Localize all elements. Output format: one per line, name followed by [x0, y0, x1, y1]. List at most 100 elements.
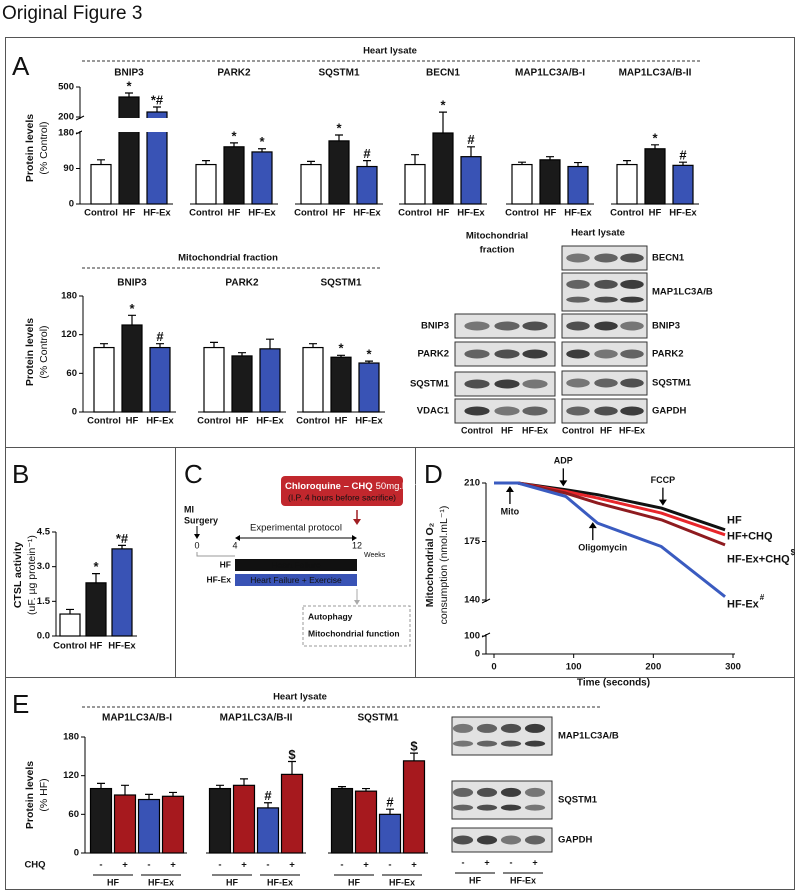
drug-note: (I.P. 4 hours before sacrifice): [288, 492, 396, 502]
timepoint: 12: [352, 540, 362, 550]
blot-row-label: BNIP3: [652, 321, 680, 332]
chart-title: MAP1LC3A/B-I: [102, 713, 172, 724]
blot-row-label: PARK2: [652, 349, 684, 360]
bar: [356, 165, 378, 205]
surgery-arrow-head: [194, 534, 200, 539]
blot-band: [500, 740, 522, 747]
x-tick-label: 200: [645, 662, 661, 673]
outcome: Mitochondrial function: [308, 628, 400, 638]
x-tick-label: HF-Ex: [146, 416, 174, 427]
significance-mark: *: [231, 128, 237, 143]
group-title: Heart lysate: [273, 692, 327, 703]
bar: [302, 346, 324, 413]
series-label: HF-Ex+CHQ: [727, 554, 790, 566]
significance-mark: *: [126, 78, 132, 93]
blot-band: [566, 296, 590, 303]
group-title: Heart lysate: [363, 46, 417, 57]
x-tick-label: +: [122, 860, 128, 871]
error-bar: [623, 160, 631, 165]
x-tick-label: HF-Ex: [669, 208, 697, 219]
bar: [208, 787, 232, 854]
x-tick-label: HF-Ex: [353, 208, 381, 219]
bar: [195, 163, 217, 205]
bar: [259, 348, 281, 413]
x-tick-label: HF: [228, 208, 241, 219]
bar: [672, 164, 694, 205]
blot-column-label: HF-Ex: [619, 425, 645, 435]
blot-band: [464, 406, 490, 416]
panel-label: B: [12, 459, 29, 489]
bar: [113, 794, 137, 854]
blot-title: Heart lysate: [571, 228, 625, 239]
x-tick-label: +: [170, 860, 176, 871]
error-bar: [66, 608, 74, 615]
x-tick-label: 0: [491, 662, 496, 673]
error-bar: [128, 314, 136, 325]
group-bar-label: Heart Failure: [271, 560, 320, 570]
blot-row-label: SQSTM1: [558, 795, 598, 806]
bar: [330, 787, 354, 854]
blot-row-label: SQSTM1: [410, 379, 450, 390]
blot-row-label: BNIP3: [421, 321, 449, 332]
significance-mark: #: [264, 788, 272, 803]
group-bar-label: Heart Failure + Exercise: [250, 575, 342, 585]
blot-band: [620, 378, 644, 388]
x-tick-label: Control: [505, 208, 539, 219]
blot-row-label: GAPDH: [652, 406, 686, 417]
bar: [90, 163, 112, 205]
blot-band: [452, 740, 474, 747]
blot-band: [464, 321, 490, 331]
error-bar: [156, 343, 164, 348]
y-tick-label: 180: [63, 732, 79, 743]
y-tick-label: 100: [464, 631, 480, 642]
blot-band: [522, 321, 548, 331]
bar: [111, 548, 133, 637]
y-tick-label: 500: [58, 82, 74, 93]
drug-line: Chloroquine – CHQ 50mg.kg⁻¹: [285, 481, 420, 492]
significance-mark: #: [467, 132, 475, 147]
error-bar: [439, 111, 447, 133]
bar: [232, 784, 256, 854]
bar: [539, 159, 561, 205]
bar: [404, 163, 426, 205]
blot-band: [594, 378, 618, 388]
error-bar: [210, 341, 218, 348]
blot-column-label: Control: [562, 425, 594, 435]
panel-frames: [5, 37, 795, 890]
blot-column-label: -: [510, 857, 513, 867]
blot-column-label: -: [462, 857, 465, 867]
bar: [300, 163, 322, 205]
x-tick-label: HF-Ex: [108, 641, 136, 652]
chart-title: SQSTM1: [357, 713, 399, 724]
significance-mark: $: [288, 747, 296, 762]
x-tick-label: HF-Ex: [143, 208, 171, 219]
chart-title: MAP1LC3A/B-II: [619, 68, 692, 79]
blot-row-label: GAPDH: [558, 835, 592, 846]
y-tick-label: 90: [63, 163, 74, 174]
bar: [251, 151, 273, 205]
blot-band: [476, 787, 498, 797]
timepoint: 0: [194, 540, 199, 550]
outcome-box: [302, 605, 411, 647]
blot-band: [476, 740, 498, 747]
bar: [616, 163, 638, 205]
row-label: CHQ: [24, 860, 45, 871]
x-tick-label: -: [266, 860, 269, 871]
x-tick-label: -: [218, 860, 221, 871]
blot-band: [494, 406, 520, 416]
blot-band: [522, 349, 548, 359]
error-bar: [411, 154, 419, 165]
y-tick-label: 180: [58, 128, 74, 139]
x-tick-label: Control: [610, 208, 644, 219]
event-label: Oligomycin: [578, 542, 627, 552]
bar: [330, 356, 352, 413]
bar: [203, 346, 225, 413]
x-tick-label: Control: [84, 208, 118, 219]
hfex-bar: [235, 574, 357, 586]
blot-strip: [561, 272, 648, 312]
bar: [511, 163, 533, 205]
blot-band: [452, 804, 474, 811]
y-tick-label: 60: [68, 809, 79, 820]
x-tick-label: Control: [87, 416, 121, 427]
